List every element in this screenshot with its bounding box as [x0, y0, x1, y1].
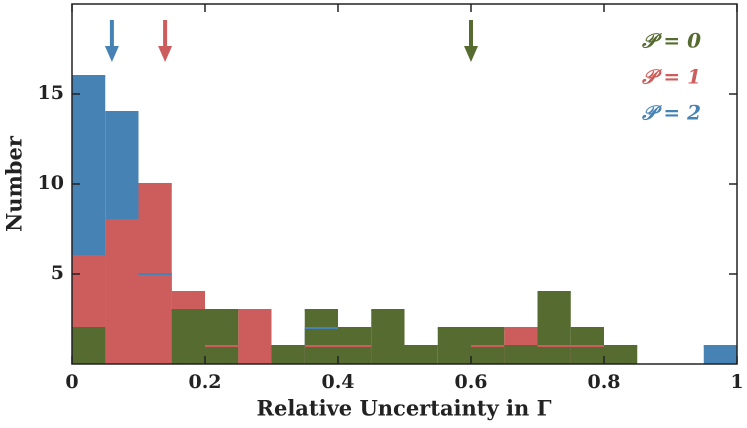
bar: [205, 310, 239, 364]
bar: [238, 310, 272, 364]
bar: [703, 346, 737, 364]
bar: [537, 292, 571, 364]
y-tick-label: 15: [38, 82, 64, 104]
legend-label: 𝒫 = 1: [641, 65, 701, 89]
arrow-head: [104, 46, 119, 62]
bar: [271, 346, 305, 364]
y-tick-label: 5: [51, 262, 64, 284]
arrow-head: [158, 46, 173, 62]
arrow: [158, 20, 173, 62]
y-tick-label: 10: [38, 172, 64, 194]
x-tick-label: 0.4: [321, 371, 354, 393]
bar: [105, 220, 139, 364]
bar: [604, 346, 638, 364]
bar: [504, 346, 538, 364]
arrow: [104, 20, 119, 62]
arrow-head: [464, 46, 478, 62]
bar: [72, 328, 106, 364]
x-tick-label: 0: [65, 371, 78, 393]
bar: [304, 310, 338, 364]
x-tick-label: 1: [730, 371, 743, 393]
legend-label: 𝒫 = 0: [641, 29, 701, 53]
bar: [404, 346, 438, 364]
bar: [171, 310, 205, 364]
arrow: [464, 20, 478, 62]
legend-label: 𝒫 = 2: [641, 101, 701, 125]
x-tick-label: 0.2: [188, 371, 221, 393]
x-tick-label: 0.6: [454, 371, 487, 393]
bar: [437, 328, 471, 364]
x-tick-label: 0.8: [587, 371, 620, 393]
x-axis-label: Relative Uncertainty in Γ: [257, 396, 552, 421]
y-axis-label: Number: [2, 135, 27, 232]
bar: [371, 310, 405, 364]
